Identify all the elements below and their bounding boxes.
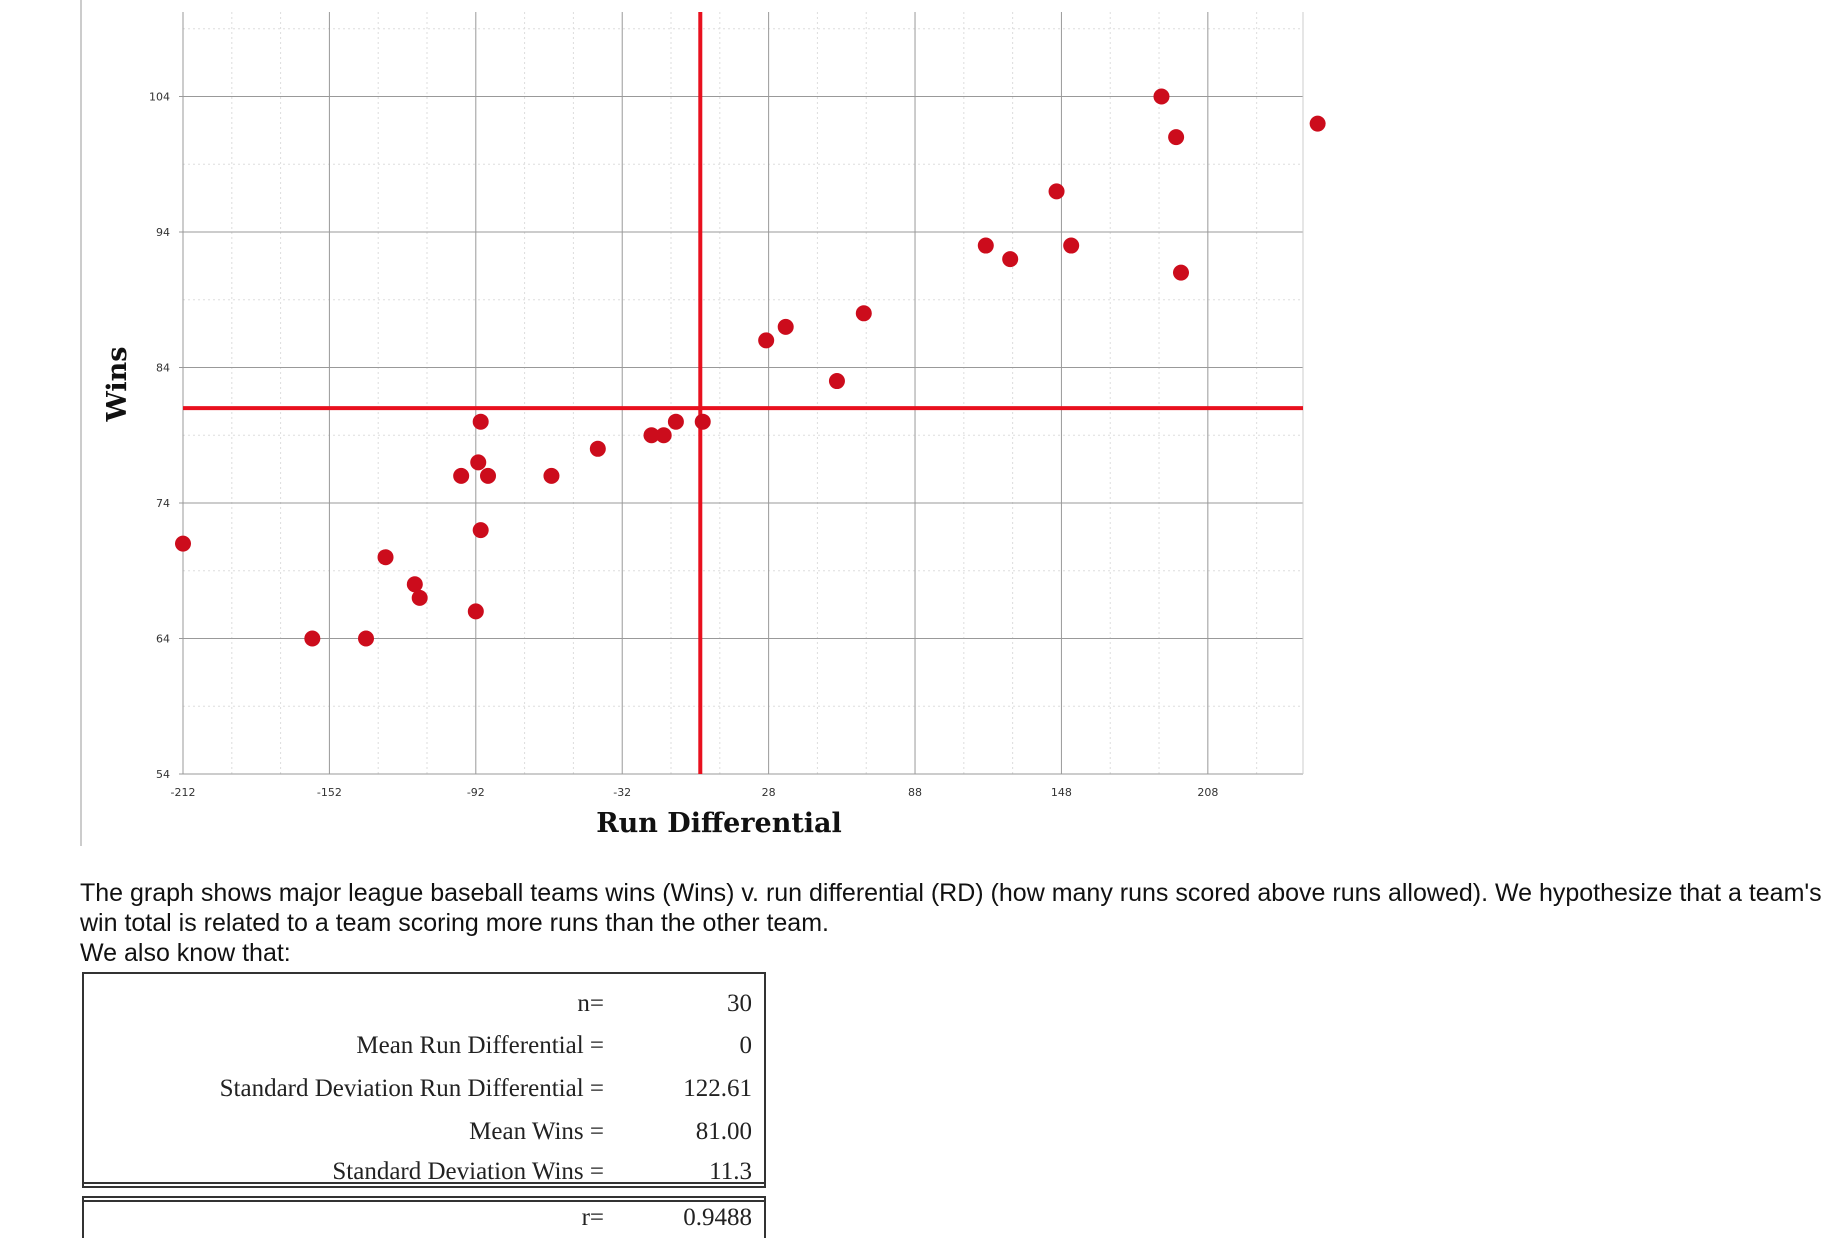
grid bbox=[179, 12, 1304, 775]
data-point bbox=[472, 522, 489, 539]
data-point bbox=[977, 237, 994, 254]
description-paragraph: The graph shows major league baseball te… bbox=[80, 879, 1822, 937]
data-point bbox=[1309, 115, 1326, 132]
x-tick-label: 148 bbox=[1051, 786, 1072, 799]
data-point bbox=[406, 576, 423, 593]
description: The graph shows major league baseball te… bbox=[80, 878, 1830, 968]
stat-value: 122.61 bbox=[683, 1075, 752, 1102]
data-point bbox=[1048, 183, 1065, 200]
data-point bbox=[467, 603, 484, 620]
reference-lines bbox=[183, 12, 1303, 774]
stat-value: 0.9488 bbox=[683, 1204, 752, 1231]
x-tick-label: -212 bbox=[171, 786, 196, 799]
data-point bbox=[472, 413, 489, 430]
data-point bbox=[1153, 88, 1170, 105]
x-tick-label: -92 bbox=[467, 786, 485, 799]
stat-label: Standard Deviation Wins = bbox=[332, 1158, 604, 1185]
data-point bbox=[304, 630, 321, 647]
x-tick-label: 88 bbox=[908, 786, 922, 799]
x-tick-label: -152 bbox=[317, 786, 342, 799]
also-know-text: We also know that: bbox=[80, 939, 291, 967]
stat-row-r: r= 0.9488 bbox=[84, 1204, 764, 1240]
data-point bbox=[175, 535, 191, 552]
stat-value: 11.3 bbox=[709, 1158, 752, 1185]
summary-stats-table: n= 30 Mean Run Differential = 0 Standard… bbox=[82, 972, 766, 1188]
data-point bbox=[855, 305, 872, 322]
data-point bbox=[543, 467, 560, 484]
stat-label: Mean Wins = bbox=[469, 1118, 604, 1145]
stat-label: Standard Deviation Run Differential = bbox=[219, 1075, 604, 1102]
data-point bbox=[643, 427, 660, 444]
stat-row-n: n= 30 bbox=[84, 990, 764, 1026]
data-point bbox=[358, 630, 375, 647]
data-point bbox=[453, 467, 470, 484]
data-point bbox=[470, 454, 487, 471]
y-tick-label: 74 bbox=[156, 497, 170, 510]
stat-row-sd-rd: Standard Deviation Run Differential = 12… bbox=[84, 1075, 764, 1111]
data-point bbox=[828, 373, 845, 390]
stat-row-mean-wins: Mean Wins = 81.00 bbox=[84, 1118, 764, 1154]
data-point bbox=[667, 413, 684, 430]
data-point bbox=[1168, 129, 1185, 146]
data-point bbox=[694, 413, 711, 430]
data-point bbox=[377, 549, 394, 566]
data-point bbox=[480, 467, 497, 484]
x-tick-label: 28 bbox=[762, 786, 776, 799]
correlation-table: r= 0.9488 bbox=[82, 1196, 766, 1238]
x-tick-label: 208 bbox=[1197, 786, 1218, 799]
data-point bbox=[589, 440, 606, 457]
data-point bbox=[758, 332, 775, 349]
data-point bbox=[1172, 264, 1189, 281]
x-axis-title: Run Differential bbox=[596, 808, 842, 839]
y-tick-label: 94 bbox=[156, 226, 170, 239]
stat-label: r= bbox=[581, 1204, 604, 1231]
y-tick-label: 54 bbox=[156, 768, 170, 781]
stat-value: 0 bbox=[739, 1032, 753, 1059]
stat-label: Mean Run Differential = bbox=[356, 1032, 604, 1059]
y-tick-label: 64 bbox=[156, 633, 170, 646]
stat-label: n= bbox=[577, 990, 604, 1017]
y-tick-label: 104 bbox=[149, 91, 170, 104]
data-point bbox=[1002, 251, 1019, 268]
data-point bbox=[411, 589, 428, 606]
data-point bbox=[655, 427, 672, 444]
tick-labels: -212 -152 -92 -32 28 88 148 208 54 64 74 84 94 104 bbox=[149, 91, 1218, 800]
data-points bbox=[175, 88, 1326, 647]
stat-row-sd-wins: Standard Deviation Wins = 11.3 bbox=[84, 1158, 764, 1194]
y-tick-label: 84 bbox=[156, 362, 170, 375]
scatter-chart: -212 -152 -92 -32 28 88 148 208 54 64 74 84 94 104 Wi… bbox=[80, 0, 1326, 846]
stat-value: 81.00 bbox=[695, 1118, 752, 1145]
stat-row-mean-rd: Mean Run Differential = 0 bbox=[84, 1032, 764, 1068]
data-point bbox=[777, 318, 794, 335]
data-point bbox=[1063, 237, 1080, 254]
x-tick-label: -32 bbox=[613, 786, 631, 799]
stat-value: 30 bbox=[727, 990, 752, 1017]
y-axis-title: Wins bbox=[102, 347, 133, 423]
